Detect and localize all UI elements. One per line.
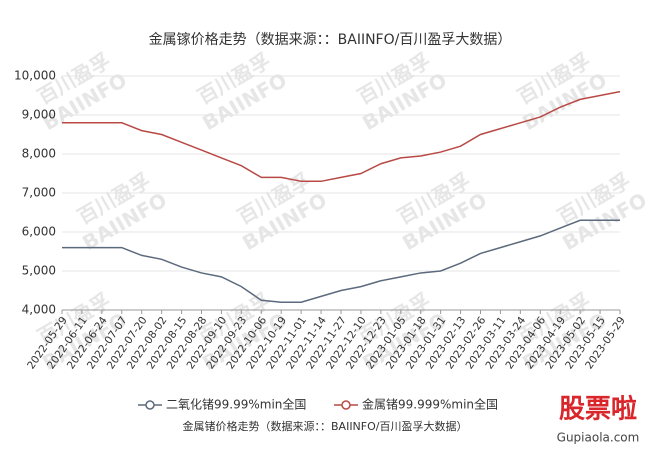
y-tick-label: 5,000	[22, 264, 56, 278]
series-line	[62, 219, 620, 303]
logo: 股票啦	[559, 394, 637, 425]
legend-marker	[145, 400, 155, 410]
legend-marker	[341, 400, 351, 410]
legend-label: 二氧化锗99.99%min全国	[166, 397, 306, 412]
caption: 金属锗价格走势（数据来源：：BAIINFO/百川盈孚大数据）	[183, 419, 468, 433]
y-tick-label: 7,000	[22, 186, 56, 200]
logo-sub: Gupiaola.com	[557, 431, 640, 445]
y-tick-label: 8,000	[22, 147, 56, 161]
series-line	[62, 90, 621, 183]
y-tick-label: 9,000	[22, 108, 56, 122]
y-tick-label: 10,000	[14, 69, 56, 83]
legend-label: 金属锗99.999%min全国	[362, 397, 498, 412]
y-tick-label: 4,000	[22, 303, 56, 317]
chart-title: 金属镓价格走势（数据来源：：BAIINFO/百川盈孚大数据）	[149, 32, 512, 48]
y-tick-label: 6,000	[22, 225, 56, 239]
